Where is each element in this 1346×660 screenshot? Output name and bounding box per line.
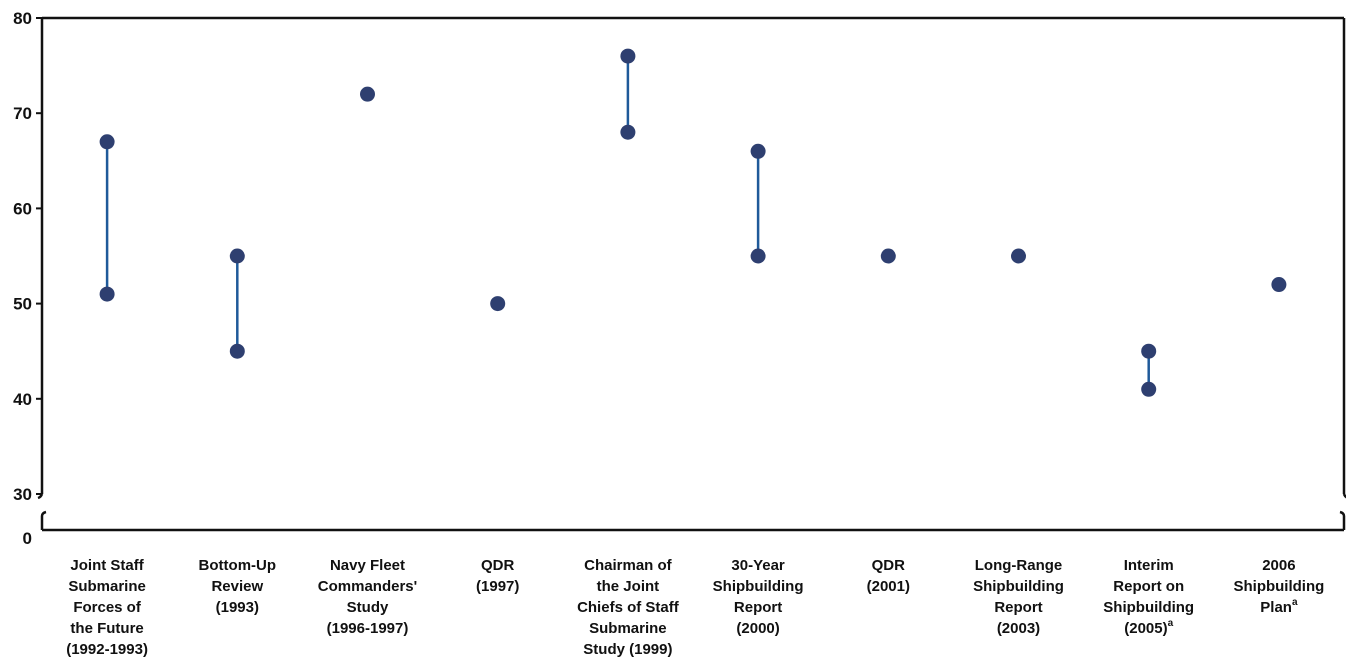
axis-break-left <box>37 493 47 530</box>
x-category-label: Navy Fleet Commanders' Study (1996-1997) <box>318 557 417 637</box>
x-category-label: QDR (1997) <box>476 557 519 595</box>
x-category-label: Bottom-Up Review (1993) <box>199 557 276 616</box>
y-tick-label: 70 <box>13 104 32 123</box>
data-point <box>99 134 115 150</box>
x-category-label: Chairman of the Joint Chiefs of Staff Subma… <box>577 557 680 658</box>
y-tick-label: 80 <box>13 9 32 28</box>
data-points <box>99 48 1287 397</box>
data-point <box>1271 277 1287 293</box>
data-point <box>99 286 115 302</box>
data-point <box>620 124 636 140</box>
data-point <box>620 48 636 64</box>
data-point <box>1141 381 1157 397</box>
data-point <box>229 343 245 359</box>
x-category-label: 2006 Shipbuilding Plana <box>1233 557 1324 616</box>
data-point <box>229 248 245 264</box>
y-tick-label: 30 <box>13 485 32 504</box>
data-point <box>1011 248 1026 264</box>
data-point <box>1141 343 1157 359</box>
chart-axes <box>37 16 1346 532</box>
y-tick-label: 60 <box>13 199 32 218</box>
data-point <box>360 86 375 102</box>
y-tick-label-zero: 0 <box>23 529 32 548</box>
data-point <box>750 143 766 159</box>
x-category-label: Joint Staff Submarine Forces of the Future(… <box>66 557 148 658</box>
x-axis-labels: Joint Staff Submarine Forces of the Future(… <box>66 557 1324 658</box>
y-axis-ticks: 30 40 50 60 70 80 0 <box>13 9 42 548</box>
data-point <box>750 248 766 264</box>
y-tick-label: 50 <box>13 295 32 314</box>
x-category-label: Long-Range Shipbuilding Report (2003) <box>973 557 1064 637</box>
x-category-label: 30-Year Shipbuilding Report (2000) <box>713 557 804 637</box>
x-category-label: Interim Report on Shipbuilding (2005)a <box>1103 557 1194 637</box>
range-lines <box>105 56 1150 390</box>
x-category-label: QDR (2001) <box>867 557 910 595</box>
axis-break-right <box>1339 493 1346 530</box>
data-point <box>880 248 896 264</box>
data-point <box>490 296 506 312</box>
y-tick-label: 40 <box>13 390 32 409</box>
